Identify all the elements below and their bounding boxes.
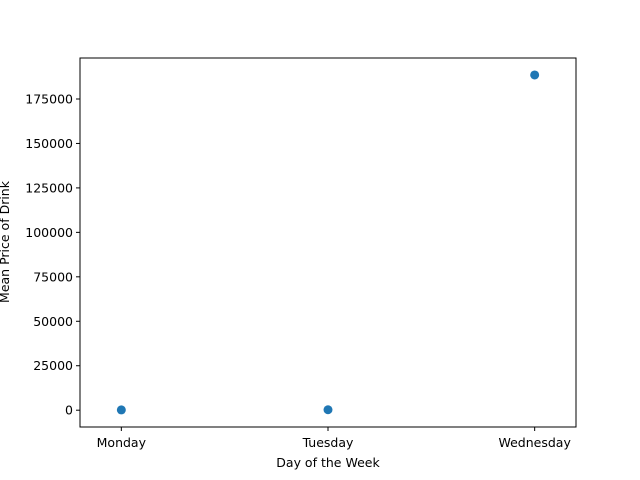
x-tick-label: Tuesday — [302, 435, 354, 450]
x-tick-label: Wednesday — [498, 435, 571, 450]
data-point-wednesday — [530, 70, 540, 80]
x-tick-label: Monday — [97, 435, 147, 450]
y-tick-label: 175000 — [25, 91, 73, 106]
x-axis-label: Day of the Week — [276, 455, 380, 470]
y-tick-label: 150000 — [25, 136, 73, 151]
data-point-tuesday — [323, 405, 333, 415]
y-tick-label: 50000 — [33, 314, 73, 329]
y-tick-label: 0 — [65, 403, 73, 418]
y-tick-label: 125000 — [25, 180, 73, 195]
y-tick-label: 100000 — [25, 225, 73, 240]
y-axis: 0 25000 50000 75000 100000 125000 150000 175000 — [25, 91, 80, 418]
x-axis: Monday Tuesday Wednesday — [97, 427, 571, 450]
y-tick-label: 25000 — [33, 358, 73, 373]
y-tick-label: 75000 — [33, 269, 73, 284]
y-axis-label: Mean Price of Drink — [0, 180, 12, 303]
data-point-monday — [116, 405, 126, 415]
data-points — [116, 70, 540, 415]
plot-frame — [79, 57, 577, 428]
